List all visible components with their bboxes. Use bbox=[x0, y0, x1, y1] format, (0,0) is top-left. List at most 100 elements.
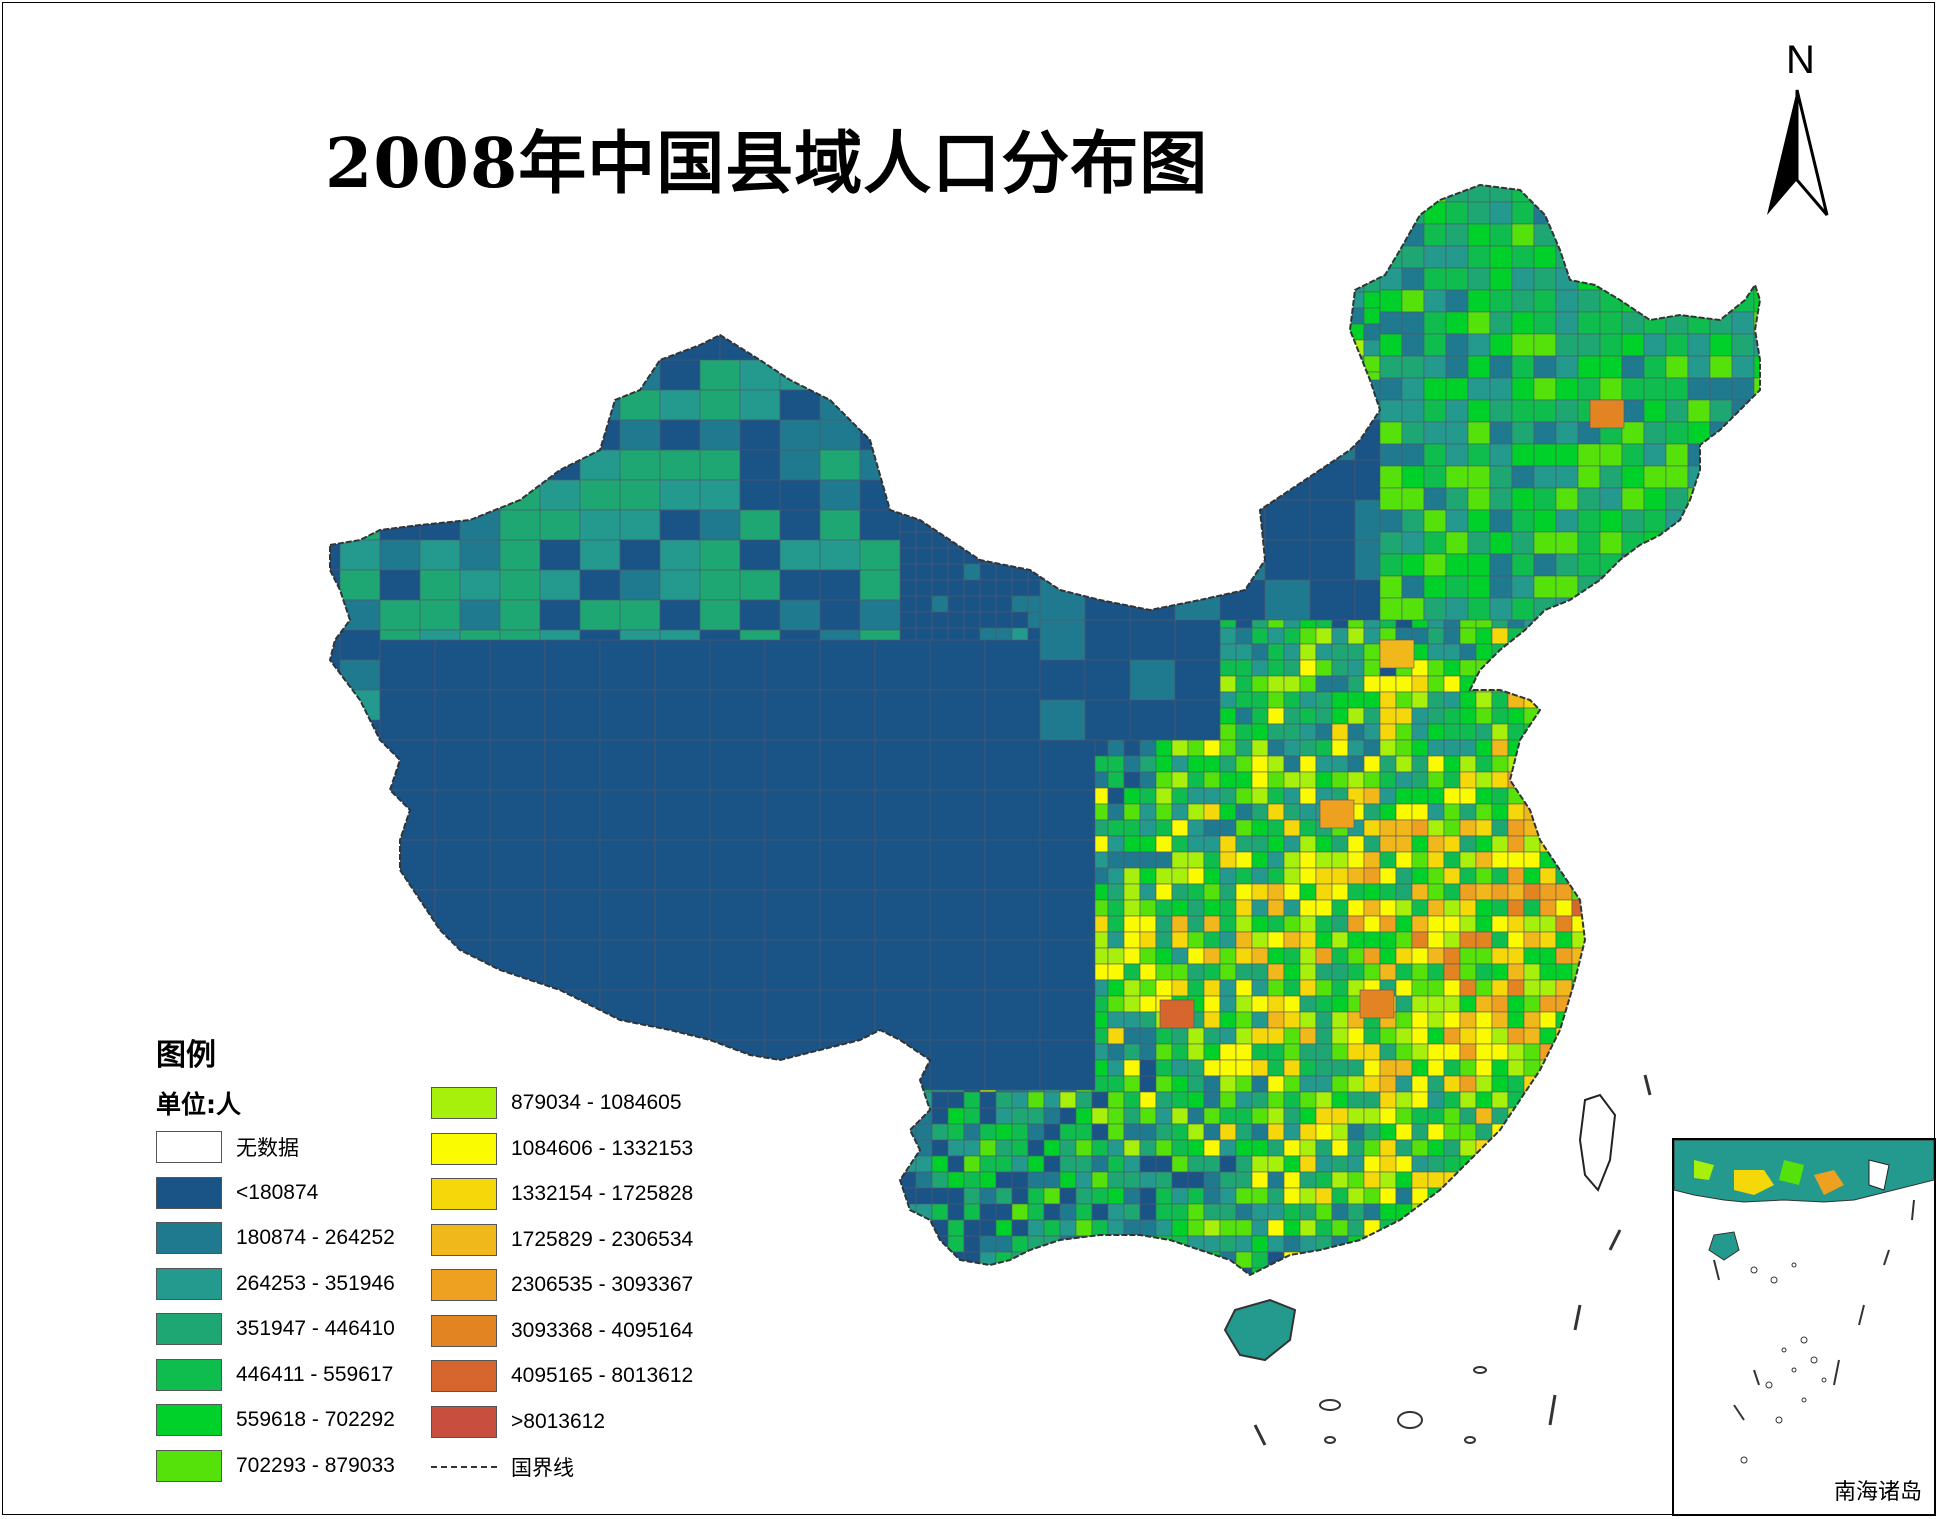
county-region bbox=[1027, 1219, 1045, 1237]
county-region bbox=[1780, 372, 1796, 388]
county-region bbox=[1347, 707, 1365, 725]
county-region bbox=[1203, 531, 1221, 549]
county-region bbox=[1443, 1107, 1461, 1125]
county-region bbox=[599, 689, 656, 741]
county-region bbox=[1187, 963, 1205, 981]
county-region bbox=[1491, 931, 1509, 949]
county-region bbox=[1667, 227, 1685, 245]
county-region bbox=[1619, 883, 1637, 901]
county-region bbox=[1107, 387, 1125, 405]
county-region bbox=[947, 435, 965, 453]
county-region bbox=[1780, 1076, 1796, 1092]
county-region bbox=[1123, 1203, 1141, 1221]
county-region bbox=[1619, 579, 1637, 597]
county-region bbox=[1155, 323, 1173, 341]
county-region bbox=[840, 1290, 900, 1350]
county-region bbox=[1747, 243, 1760, 261]
county-region bbox=[1043, 1155, 1061, 1173]
county-region bbox=[1315, 995, 1333, 1013]
county-region bbox=[1747, 995, 1760, 1013]
county-region bbox=[1283, 1011, 1301, 1029]
county-region bbox=[1091, 1107, 1109, 1125]
county-region bbox=[1475, 739, 1493, 757]
county-region bbox=[379, 1039, 436, 1091]
county-region bbox=[1559, 689, 1621, 751]
county-region bbox=[1199, 389, 1261, 451]
county-region bbox=[699, 569, 741, 601]
county-region bbox=[839, 1049, 901, 1111]
county-region bbox=[1747, 739, 1760, 757]
county-region bbox=[1739, 749, 1760, 811]
county-region bbox=[899, 269, 961, 331]
county-region bbox=[1443, 1251, 1461, 1269]
county-region bbox=[1555, 223, 1579, 247]
county-region bbox=[1171, 1107, 1189, 1125]
county-region bbox=[1107, 499, 1125, 517]
county-region bbox=[1075, 1203, 1093, 1221]
county-region bbox=[1171, 899, 1189, 917]
county-region bbox=[1555, 787, 1573, 805]
county-region bbox=[1299, 707, 1317, 725]
county-region bbox=[1747, 1011, 1760, 1029]
county-region bbox=[1619, 707, 1637, 725]
county-region bbox=[1315, 307, 1333, 325]
county-region bbox=[947, 211, 965, 229]
county-region bbox=[1187, 579, 1205, 597]
county-region bbox=[1635, 707, 1653, 725]
county-region bbox=[779, 599, 821, 631]
county-region bbox=[1075, 1155, 1093, 1173]
county-region bbox=[1283, 1219, 1301, 1237]
county-region bbox=[1331, 195, 1349, 213]
county-region bbox=[1079, 389, 1141, 451]
county-region bbox=[1667, 723, 1685, 741]
county-region bbox=[1555, 1267, 1573, 1275]
county-region bbox=[1587, 227, 1605, 245]
county-region bbox=[1091, 211, 1109, 229]
county-region bbox=[1331, 867, 1349, 885]
county-region bbox=[1603, 1171, 1621, 1189]
county-region bbox=[779, 509, 821, 541]
county-region bbox=[1107, 899, 1125, 917]
county-region bbox=[1709, 185, 1733, 203]
county-region bbox=[947, 387, 965, 405]
county-region bbox=[1171, 499, 1189, 517]
county-region bbox=[1267, 467, 1285, 485]
county-region bbox=[1587, 659, 1605, 677]
county-region bbox=[1299, 1267, 1317, 1275]
county-region bbox=[1315, 883, 1333, 901]
county-region bbox=[1427, 819, 1445, 837]
county-region bbox=[339, 479, 381, 511]
county-region bbox=[1715, 595, 1733, 613]
county-region bbox=[1079, 329, 1141, 391]
county-region bbox=[1174, 379, 1221, 421]
county-region bbox=[1219, 259, 1237, 277]
county-region bbox=[1259, 209, 1321, 271]
county-region bbox=[1747, 771, 1760, 789]
county-region bbox=[1155, 1043, 1173, 1061]
county-region bbox=[1319, 209, 1381, 271]
county-region bbox=[1715, 979, 1733, 997]
county-region bbox=[1731, 483, 1749, 501]
county-region bbox=[1347, 899, 1365, 917]
county-region bbox=[1555, 1107, 1573, 1125]
county-region bbox=[539, 389, 601, 451]
county-region bbox=[1559, 1229, 1621, 1275]
county-region bbox=[1059, 1139, 1077, 1157]
county-region bbox=[984, 839, 1041, 891]
county-region bbox=[1427, 1155, 1445, 1173]
county-region bbox=[1011, 195, 1029, 213]
county-region bbox=[1747, 1091, 1760, 1109]
county-region bbox=[1619, 595, 1637, 613]
county-region bbox=[929, 639, 986, 691]
county-region bbox=[1780, 756, 1796, 772]
county-region bbox=[1219, 1235, 1237, 1253]
county-region bbox=[1475, 803, 1493, 821]
county-region bbox=[1427, 963, 1445, 981]
county-region bbox=[1587, 931, 1605, 949]
county-region bbox=[1235, 643, 1253, 661]
county-region bbox=[1379, 787, 1397, 805]
county-region bbox=[995, 483, 1013, 501]
county-region bbox=[1411, 1091, 1429, 1109]
county-region bbox=[579, 539, 621, 571]
